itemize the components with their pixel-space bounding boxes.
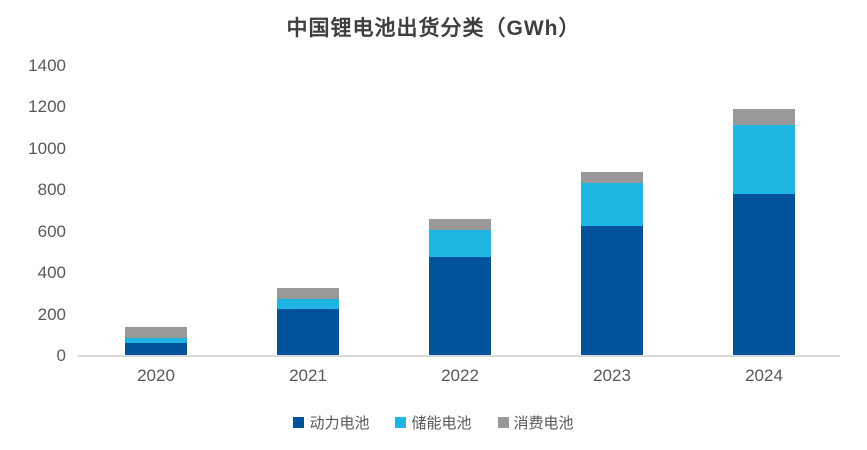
bar-segment-power bbox=[429, 256, 491, 356]
bar-segment-storage bbox=[429, 229, 491, 257]
bar-segment-consumer bbox=[733, 108, 795, 126]
y-tick-label: 0 bbox=[56, 346, 66, 365]
legend-label-storage: 储能电池 bbox=[411, 415, 472, 432]
legend-label-power: 动力电池 bbox=[309, 415, 370, 432]
bar-segment-power bbox=[277, 309, 339, 356]
legend-item-consumer: 消费电池 bbox=[497, 412, 574, 433]
bar-segment-power bbox=[733, 194, 795, 356]
bar-segment-storage bbox=[125, 338, 187, 343]
bar-segment-storage bbox=[733, 125, 795, 195]
y-tick-label: 1200 bbox=[28, 97, 66, 117]
x-tick-label: 2024 bbox=[745, 366, 783, 385]
bar-group-2020 bbox=[125, 66, 187, 356]
chart-title: 中国锂电池出货分类（GWh） bbox=[286, 17, 581, 40]
y-tick-label: 1000 bbox=[28, 138, 66, 158]
x-axis-line bbox=[78, 355, 840, 357]
bar-segment-power bbox=[125, 342, 187, 356]
legend-label-consumer: 消费电池 bbox=[513, 415, 574, 432]
bar-segment-consumer bbox=[581, 171, 643, 184]
bar-segment-storage bbox=[277, 299, 339, 310]
legend-item-power: 动力电池 bbox=[293, 412, 369, 433]
plot-area bbox=[80, 66, 840, 356]
bar-group-2024 bbox=[733, 66, 795, 356]
bar-group-2023 bbox=[581, 66, 643, 356]
legend-swatch-storage bbox=[395, 417, 407, 428]
bar-segment-consumer bbox=[429, 218, 491, 230]
y-tick-label: 600 bbox=[37, 221, 66, 241]
bar-group-2021 bbox=[277, 66, 339, 356]
y-tick-label: 200 bbox=[37, 304, 66, 324]
x-tick-label: 2023 bbox=[593, 366, 631, 385]
legend-swatch-power bbox=[293, 417, 305, 428]
legend: 动力电池 储能电池 消费电池 bbox=[0, 412, 867, 433]
legend-swatch-consumer bbox=[497, 417, 509, 428]
bar-segment-power bbox=[581, 225, 643, 356]
x-tick-label: 2020 bbox=[137, 366, 175, 385]
bar-group-2022 bbox=[429, 66, 491, 356]
legend-item-storage: 储能电池 bbox=[395, 412, 472, 433]
y-tick-label: 1400 bbox=[28, 56, 66, 75]
y-tick-label: 800 bbox=[37, 180, 66, 200]
bar-segment-consumer bbox=[125, 327, 187, 338]
x-tick-label: 2022 bbox=[441, 366, 479, 385]
y-tick-label: 400 bbox=[37, 263, 66, 283]
bar-segment-storage bbox=[581, 183, 643, 226]
x-tick-label: 2021 bbox=[289, 366, 327, 385]
bar-segment-consumer bbox=[277, 288, 339, 300]
